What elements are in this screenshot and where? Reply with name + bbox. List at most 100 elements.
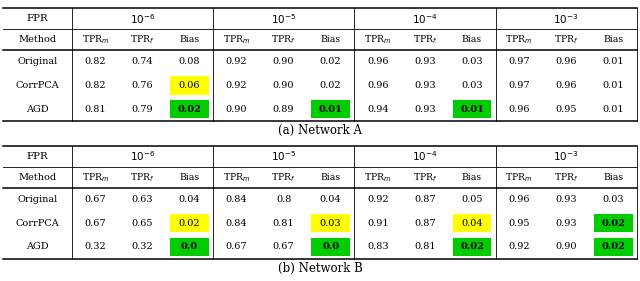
Bar: [452, 214, 492, 232]
Text: 0.03: 0.03: [461, 81, 483, 90]
Text: 0.90: 0.90: [226, 105, 247, 114]
Text: TPR$_f$: TPR$_f$: [554, 171, 579, 183]
Text: 0.82: 0.82: [84, 81, 106, 90]
Text: 0.67: 0.67: [84, 219, 106, 228]
Bar: [594, 214, 632, 232]
Text: 0.90: 0.90: [273, 81, 294, 90]
Bar: [452, 100, 492, 118]
Text: 0.32: 0.32: [84, 242, 106, 251]
Text: Bias: Bias: [462, 173, 482, 182]
Text: 0.91: 0.91: [367, 219, 388, 228]
Bar: [311, 100, 350, 118]
Text: 0.03: 0.03: [320, 219, 342, 228]
Bar: [311, 214, 350, 232]
Text: $10^{-4}$: $10^{-4}$: [412, 12, 438, 26]
Text: 0.01: 0.01: [602, 105, 624, 114]
Text: $10^{-4}$: $10^{-4}$: [412, 149, 438, 163]
Text: Bias: Bias: [321, 35, 340, 44]
Text: TPR$_m$: TPR$_m$: [81, 33, 109, 46]
Text: Original: Original: [17, 195, 58, 204]
Bar: [170, 100, 209, 118]
Text: 0.96: 0.96: [508, 105, 530, 114]
Text: 0.90: 0.90: [273, 57, 294, 66]
Text: 0.8: 0.8: [276, 195, 291, 204]
Text: 0.93: 0.93: [556, 219, 577, 228]
Text: 0.81: 0.81: [414, 242, 436, 251]
Text: Original: Original: [17, 57, 58, 66]
Text: 0.02: 0.02: [177, 105, 202, 114]
Text: 0.32: 0.32: [131, 242, 153, 251]
Text: TPR$_f$: TPR$_f$: [130, 171, 154, 183]
Text: 0.87: 0.87: [414, 195, 436, 204]
Text: 0.92: 0.92: [508, 242, 530, 251]
Text: $10^{-6}$: $10^{-6}$: [129, 12, 155, 26]
Text: 0.79: 0.79: [131, 105, 153, 114]
Text: 0.90: 0.90: [556, 242, 577, 251]
Text: 0.02: 0.02: [320, 57, 342, 66]
Text: CorrPCA: CorrPCA: [15, 81, 60, 90]
Text: 0.97: 0.97: [508, 57, 530, 66]
Text: 0.63: 0.63: [131, 195, 153, 204]
Text: 0.01: 0.01: [319, 105, 342, 114]
Text: (a) Network A: (a) Network A: [278, 124, 362, 137]
Text: TPR$_f$: TPR$_f$: [271, 171, 296, 183]
Text: 0.84: 0.84: [226, 195, 247, 204]
Text: Bias: Bias: [179, 35, 200, 44]
Text: TPR$_f$: TPR$_f$: [413, 33, 437, 46]
Text: TPR$_m$: TPR$_m$: [364, 171, 392, 183]
Text: 0.93: 0.93: [414, 81, 436, 90]
Text: Bias: Bias: [603, 35, 623, 44]
Bar: [452, 238, 492, 256]
Text: 0.92: 0.92: [226, 81, 247, 90]
Text: 0.06: 0.06: [179, 81, 200, 90]
Text: 0.02: 0.02: [460, 242, 484, 251]
Text: 0.81: 0.81: [84, 105, 106, 114]
Text: TPR$_m$: TPR$_m$: [364, 33, 392, 46]
Text: 0.93: 0.93: [556, 195, 577, 204]
Text: Bias: Bias: [179, 173, 200, 182]
Text: 0.02: 0.02: [320, 81, 342, 90]
Text: TPR$_m$: TPR$_m$: [506, 171, 532, 183]
Text: 0.02: 0.02: [179, 219, 200, 228]
Text: $10^{-5}$: $10^{-5}$: [271, 149, 296, 163]
Text: 0.67: 0.67: [84, 195, 106, 204]
Text: $10^{-6}$: $10^{-6}$: [129, 149, 155, 163]
Text: 0.76: 0.76: [131, 81, 153, 90]
Text: 0.04: 0.04: [320, 195, 342, 204]
Text: 0.08: 0.08: [179, 57, 200, 66]
Text: Bias: Bias: [603, 173, 623, 182]
Text: AGD: AGD: [26, 242, 49, 251]
Text: 0.03: 0.03: [461, 57, 483, 66]
Text: 0.96: 0.96: [367, 81, 388, 90]
Text: 0.67: 0.67: [226, 242, 247, 251]
Text: TPR$_f$: TPR$_f$: [413, 171, 437, 183]
Text: FPR: FPR: [26, 152, 48, 161]
Text: 0.01: 0.01: [602, 57, 624, 66]
Text: 0.81: 0.81: [273, 219, 294, 228]
Text: 0.96: 0.96: [367, 57, 388, 66]
Text: TPR$_m$: TPR$_m$: [223, 171, 250, 183]
Text: $10^{-5}$: $10^{-5}$: [271, 12, 296, 26]
Text: 0.96: 0.96: [508, 195, 530, 204]
Text: 0.02: 0.02: [602, 219, 625, 228]
Text: 0.02: 0.02: [602, 242, 625, 251]
Text: (b) Network B: (b) Network B: [278, 262, 362, 275]
Text: 0.87: 0.87: [414, 219, 436, 228]
Text: 0.82: 0.82: [84, 57, 106, 66]
Text: 0.01: 0.01: [602, 81, 624, 90]
Text: Method: Method: [19, 173, 56, 182]
Text: 0.96: 0.96: [556, 57, 577, 66]
Text: TPR$_f$: TPR$_f$: [271, 33, 296, 46]
Text: Bias: Bias: [462, 35, 482, 44]
Bar: [311, 238, 350, 256]
Text: 0.74: 0.74: [131, 57, 153, 66]
Text: TPR$_m$: TPR$_m$: [223, 33, 250, 46]
Text: Method: Method: [19, 35, 56, 44]
Text: 0.93: 0.93: [414, 57, 436, 66]
Text: 0.65: 0.65: [132, 219, 153, 228]
Text: 0.95: 0.95: [508, 219, 530, 228]
Bar: [170, 76, 209, 95]
Text: 0.93: 0.93: [414, 105, 436, 114]
Text: TPR$_m$: TPR$_m$: [506, 33, 532, 46]
Text: 0.83: 0.83: [367, 242, 388, 251]
